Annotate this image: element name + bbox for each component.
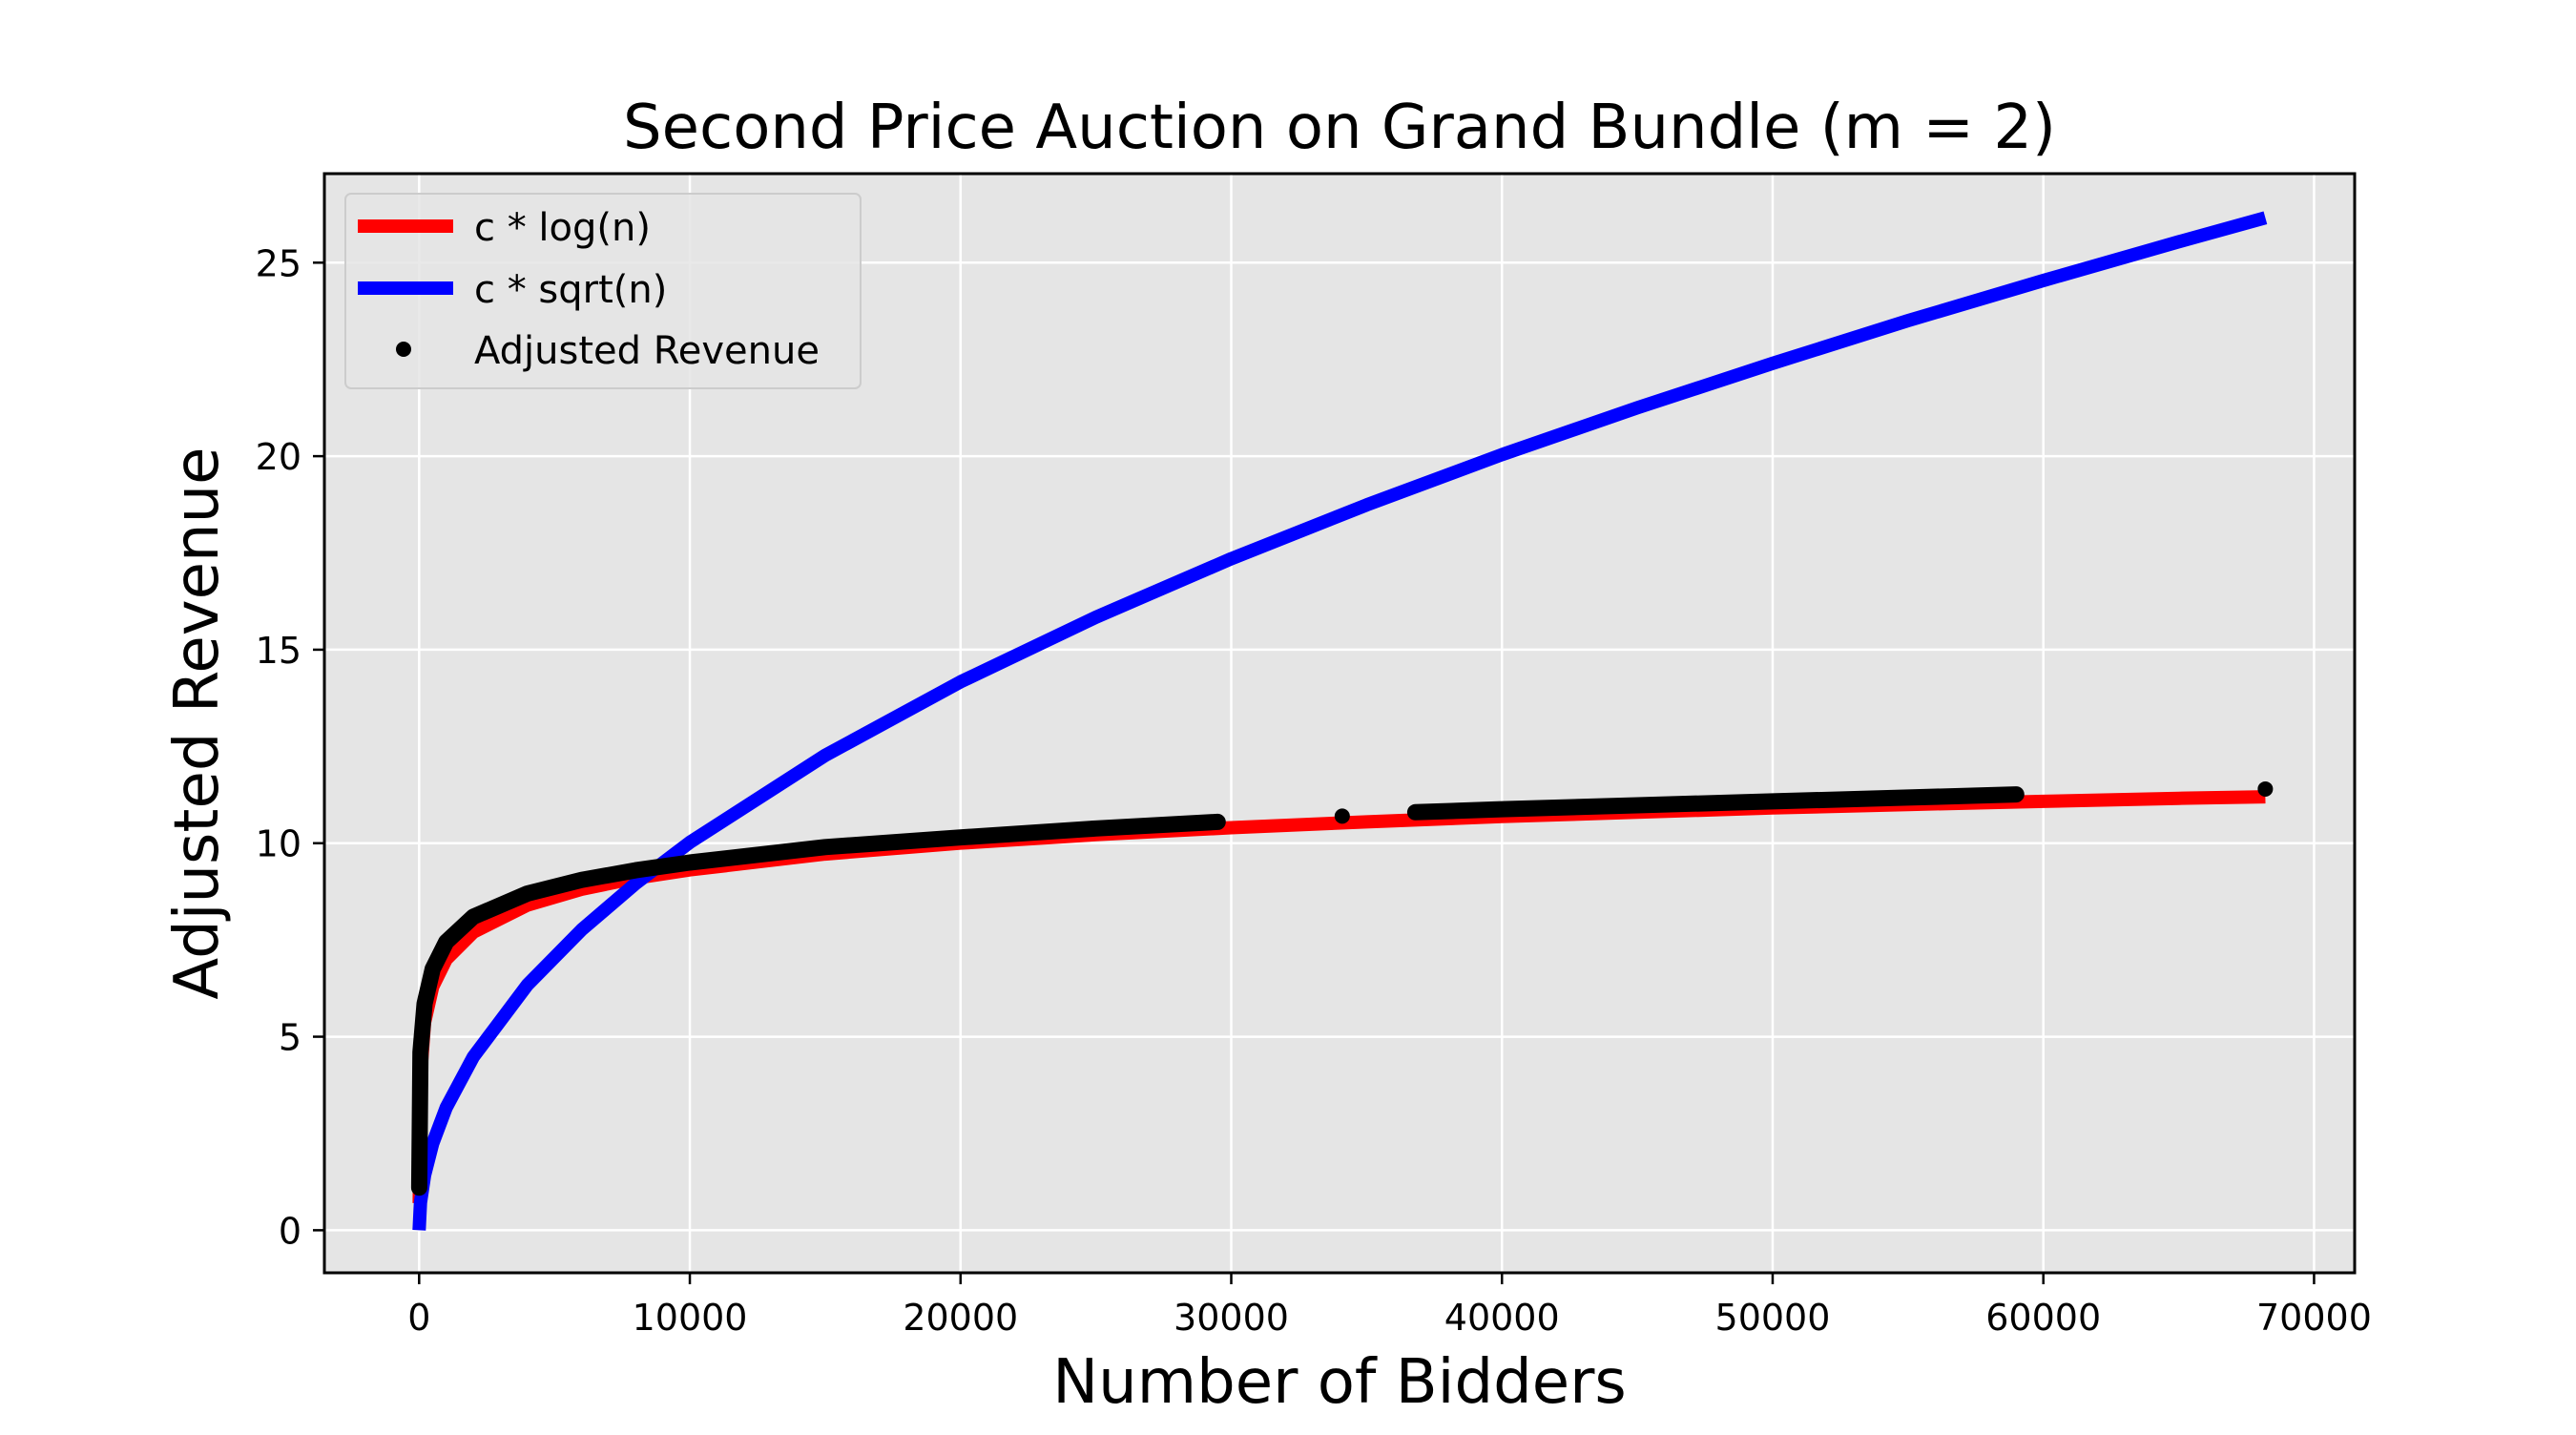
x-tick-label: 30000 — [1174, 1297, 1289, 1339]
y-tick-label: 15 — [256, 630, 301, 672]
y-axis-label: Adjusted Revenue — [162, 447, 233, 999]
y-tick-label: 5 — [279, 1017, 301, 1059]
x-tick-label: 60000 — [1985, 1297, 2101, 1339]
x-tick-label: 40000 — [1444, 1297, 1560, 1339]
y-tick-label: 10 — [256, 823, 301, 865]
x-axis-ticks: 0 10000 20000 30000 40000 50000 60000 70000 — [407, 1273, 2372, 1339]
x-axis-label: Number of Bidders — [1052, 1347, 1626, 1418]
y-tick-label: 25 — [256, 242, 301, 284]
x-tick-label: 50000 — [1715, 1297, 1831, 1339]
y-tick-label: 20 — [256, 436, 301, 478]
legend-swatch-revenue — [396, 342, 411, 357]
scatter-point — [1334, 808, 1350, 824]
chart-title: Second Price Auction on Grand Bundle (m … — [623, 93, 2056, 163]
x-tick-label: 70000 — [2256, 1297, 2372, 1339]
scatter-point — [2257, 780, 2274, 797]
legend-label-log: c * log(n) — [474, 206, 651, 250]
legend-box — [344, 193, 862, 389]
y-axis-ticks: 0 5 10 15 20 25 — [256, 242, 324, 1252]
x-tick-label: 10000 — [633, 1297, 748, 1339]
x-tick-label: 20000 — [903, 1297, 1018, 1339]
x-tick-label: 0 — [407, 1297, 430, 1339]
plot-frame — [322, 172, 2357, 1275]
y-tick-label: 0 — [279, 1210, 301, 1252]
legend: c * log(n) c * sqrt(n) Adjusted Revenue — [344, 193, 862, 389]
legend-label-revenue: Adjusted Revenue — [474, 329, 820, 373]
series-layer — [410, 211, 2274, 1231]
legend-label-sqrt: c * sqrt(n) — [474, 268, 667, 312]
scatter-point-run — [1406, 786, 2025, 821]
scatter-point-run — [410, 813, 1226, 1196]
series-line-c-sqrt-n — [412, 211, 2268, 1231]
